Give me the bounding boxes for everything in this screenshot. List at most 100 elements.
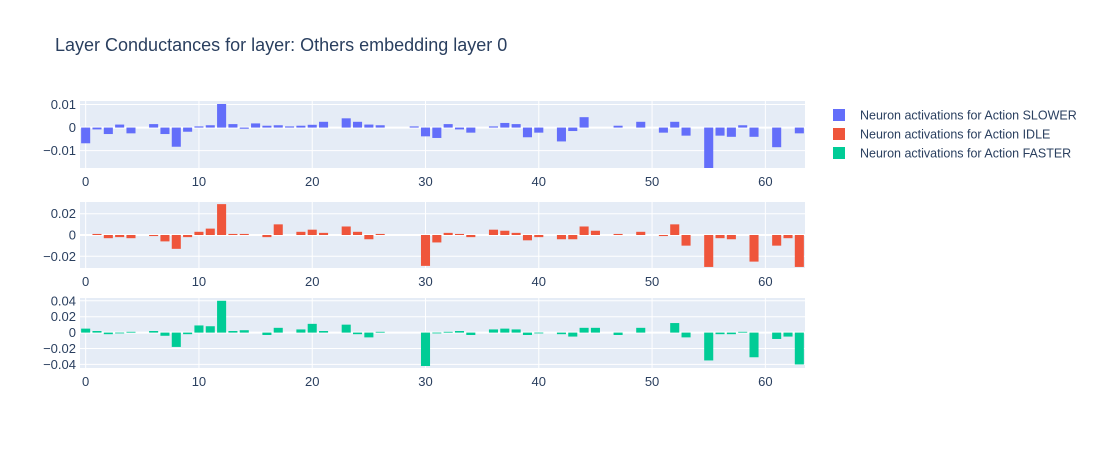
bar[interactable] xyxy=(149,235,159,237)
bar[interactable] xyxy=(239,330,249,333)
bar[interactable] xyxy=(353,332,363,335)
bar[interactable] xyxy=(228,233,238,235)
bar[interactable] xyxy=(341,226,351,235)
bar[interactable] xyxy=(183,332,193,335)
bar[interactable] xyxy=(556,127,566,142)
bar[interactable] xyxy=(556,235,566,240)
bar[interactable] xyxy=(715,127,725,136)
bar[interactable] xyxy=(454,331,465,333)
bar[interactable] xyxy=(579,117,589,128)
bar[interactable] xyxy=(364,124,374,128)
bar[interactable] xyxy=(556,332,566,335)
bar[interactable] xyxy=(171,235,181,249)
bar[interactable] xyxy=(353,231,363,235)
bar[interactable] xyxy=(285,126,295,128)
bar[interactable] xyxy=(794,235,804,267)
bar[interactable] xyxy=(194,231,204,235)
bar[interactable] xyxy=(183,127,193,132)
bar[interactable] xyxy=(375,331,385,333)
bar[interactable] xyxy=(273,224,283,235)
bar[interactable] xyxy=(715,332,725,335)
bar[interactable] xyxy=(568,332,578,337)
bar[interactable] xyxy=(783,235,793,239)
bar[interactable] xyxy=(590,327,600,333)
bar[interactable] xyxy=(726,127,736,137)
bar[interactable] xyxy=(217,300,227,333)
bar[interactable] xyxy=(704,235,714,267)
bar[interactable] xyxy=(794,332,804,365)
bar[interactable] xyxy=(522,332,532,335)
bar[interactable] xyxy=(126,127,136,134)
bar[interactable] xyxy=(103,127,113,135)
bar[interactable] xyxy=(307,124,317,128)
bar[interactable] xyxy=(511,329,521,333)
bar[interactable] xyxy=(534,332,544,334)
bar[interactable] xyxy=(466,127,476,133)
bar[interactable] xyxy=(681,235,691,246)
bar[interactable] xyxy=(749,332,759,358)
bar[interactable] xyxy=(658,235,668,237)
bar[interactable] xyxy=(115,124,125,128)
bar[interactable] xyxy=(704,332,714,361)
bar[interactable] xyxy=(81,328,91,333)
bar[interactable] xyxy=(205,125,215,128)
bar[interactable] xyxy=(488,229,499,235)
bar[interactable] xyxy=(149,331,159,333)
bar[interactable] xyxy=(341,324,351,333)
bar[interactable] xyxy=(670,224,680,235)
bar[interactable] xyxy=(511,232,521,235)
bar[interactable] xyxy=(500,230,510,235)
bar[interactable] xyxy=(239,127,249,129)
bar[interactable] xyxy=(217,204,227,235)
bar[interactable] xyxy=(149,124,159,128)
bar[interactable] xyxy=(420,127,431,137)
bar[interactable] xyxy=(443,232,453,235)
bar[interactable] xyxy=(319,331,329,333)
bar[interactable] xyxy=(92,233,102,235)
bar[interactable] xyxy=(81,127,91,144)
bar[interactable] xyxy=(500,328,510,333)
bar[interactable] xyxy=(658,127,668,133)
bar[interactable] xyxy=(783,332,793,337)
bar[interactable] xyxy=(794,127,804,134)
bar[interactable] xyxy=(432,332,442,334)
bar[interactable] xyxy=(205,326,215,333)
bar[interactable] xyxy=(115,235,125,238)
bar[interactable] xyxy=(454,233,465,235)
bar[interactable] xyxy=(704,127,714,168)
bar[interactable] xyxy=(772,235,782,246)
bar[interactable] xyxy=(160,127,170,135)
bar[interactable] xyxy=(534,127,544,133)
bar[interactable] xyxy=(273,125,283,128)
bar[interactable] xyxy=(228,124,238,128)
bar[interactable] xyxy=(443,331,453,333)
bar[interactable] xyxy=(579,226,589,235)
bar[interactable] xyxy=(296,231,306,235)
bar[interactable] xyxy=(670,323,680,333)
bar[interactable] xyxy=(364,235,374,240)
bar[interactable] xyxy=(217,104,227,128)
bar[interactable] xyxy=(262,125,272,128)
bar[interactable] xyxy=(681,127,691,136)
bar[interactable] xyxy=(115,332,125,334)
bar[interactable] xyxy=(613,332,623,335)
bar[interactable] xyxy=(239,233,249,235)
bar[interactable] xyxy=(772,127,782,148)
legend-item-3[interactable]: Neuron activations for Action FASTER xyxy=(833,147,1071,161)
bar[interactable] xyxy=(522,235,532,241)
bar[interactable] xyxy=(636,327,646,333)
bar[interactable] xyxy=(522,127,532,138)
bar[interactable] xyxy=(488,126,499,128)
bar[interactable] xyxy=(511,124,521,128)
bar[interactable] xyxy=(670,121,680,128)
bar[interactable] xyxy=(262,332,272,335)
bar[interactable] xyxy=(749,127,759,137)
bar[interactable] xyxy=(772,332,782,339)
bar[interactable] xyxy=(726,235,736,240)
bar[interactable] xyxy=(432,235,442,243)
bar[interactable] xyxy=(307,229,317,235)
bar[interactable] xyxy=(726,332,736,335)
bar[interactable] xyxy=(296,125,306,128)
bar[interactable] xyxy=(636,231,646,235)
bar[interactable] xyxy=(183,235,193,238)
